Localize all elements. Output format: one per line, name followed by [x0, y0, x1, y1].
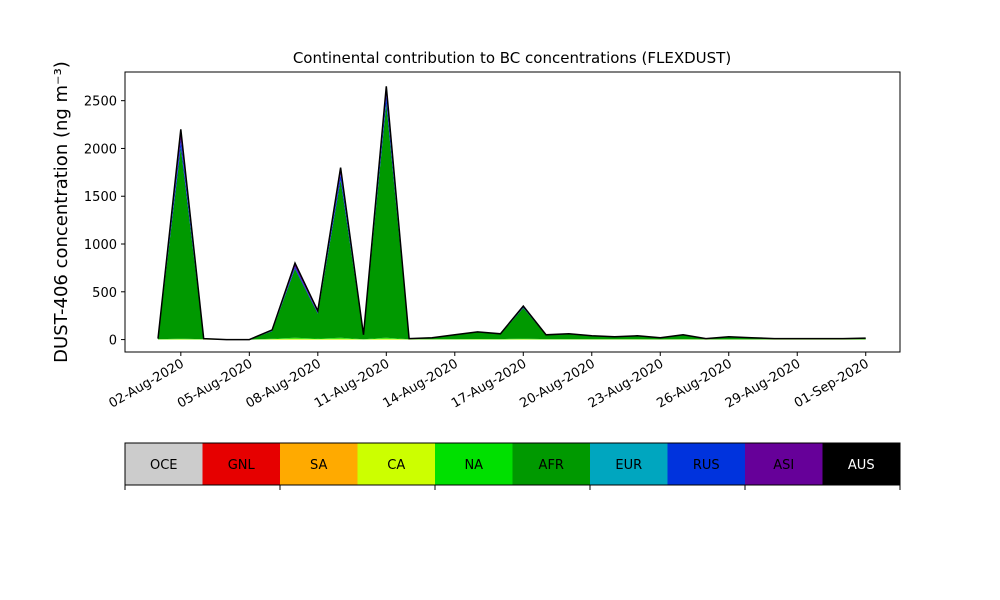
x-tick-label: 08-Aug-2020	[243, 356, 323, 411]
legend-label: AUS	[848, 458, 875, 473]
area	[158, 337, 866, 340]
x-tick-label: 02-Aug-2020	[106, 356, 186, 411]
legend-swatch	[202, 443, 280, 485]
legend-frame	[124, 442, 901, 486]
legend-label: OCE	[150, 458, 178, 473]
x-tick-label: 20-Aug-2020	[517, 356, 597, 411]
x-tick-label: 29-Aug-2020	[723, 356, 803, 411]
x-tick-label: 26-Aug-2020	[654, 356, 734, 411]
legend-label: AFR	[539, 458, 564, 473]
area	[158, 103, 866, 340]
legend-swatch	[435, 443, 513, 485]
legend-label: CA	[387, 458, 405, 473]
y-tick-label: 2500	[84, 95, 117, 110]
x-tick-label: 23-Aug-2020	[586, 356, 666, 411]
area	[158, 95, 866, 340]
y-tick-label: 0	[109, 334, 117, 349]
y-axis-label: DUST-406 concentration (ng m⁻³)	[51, 61, 72, 363]
legend-label: GNL	[228, 458, 256, 473]
x-tick-label: 11-Aug-2020	[312, 356, 392, 411]
legend-label: RUS	[693, 458, 720, 473]
legend-swatch	[280, 443, 358, 485]
y-tick-label: 1500	[84, 190, 117, 205]
y-tick-label: 2000	[84, 142, 117, 157]
y-tick-label: 500	[92, 286, 117, 301]
legend-swatch	[512, 443, 590, 485]
legend-swatch	[125, 443, 203, 485]
legend-swatch	[822, 443, 900, 485]
legend-label: ASI	[773, 458, 794, 473]
x-tick-label: 05-Aug-2020	[175, 356, 255, 411]
x-tick-label: 14-Aug-2020	[380, 356, 460, 411]
legend-label: EUR	[615, 458, 642, 473]
x-tick-label: 17-Aug-2020	[449, 356, 529, 411]
area	[158, 86, 866, 340]
legend-swatch	[745, 443, 823, 485]
legend-swatch	[590, 443, 668, 485]
plot-frame	[124, 71, 901, 353]
legend-swatch	[357, 443, 435, 485]
chart-title: Continental contribution to BC concentra…	[293, 49, 731, 67]
y-tick-label: 1000	[84, 238, 117, 253]
area	[157, 86, 866, 341]
legend-swatch	[667, 443, 745, 485]
legend-label: NA	[464, 458, 483, 473]
x-tick-label: 01-Sep-2020	[792, 356, 872, 411]
legend-label: SA	[310, 458, 327, 473]
area	[158, 103, 866, 340]
area	[158, 338, 866, 340]
